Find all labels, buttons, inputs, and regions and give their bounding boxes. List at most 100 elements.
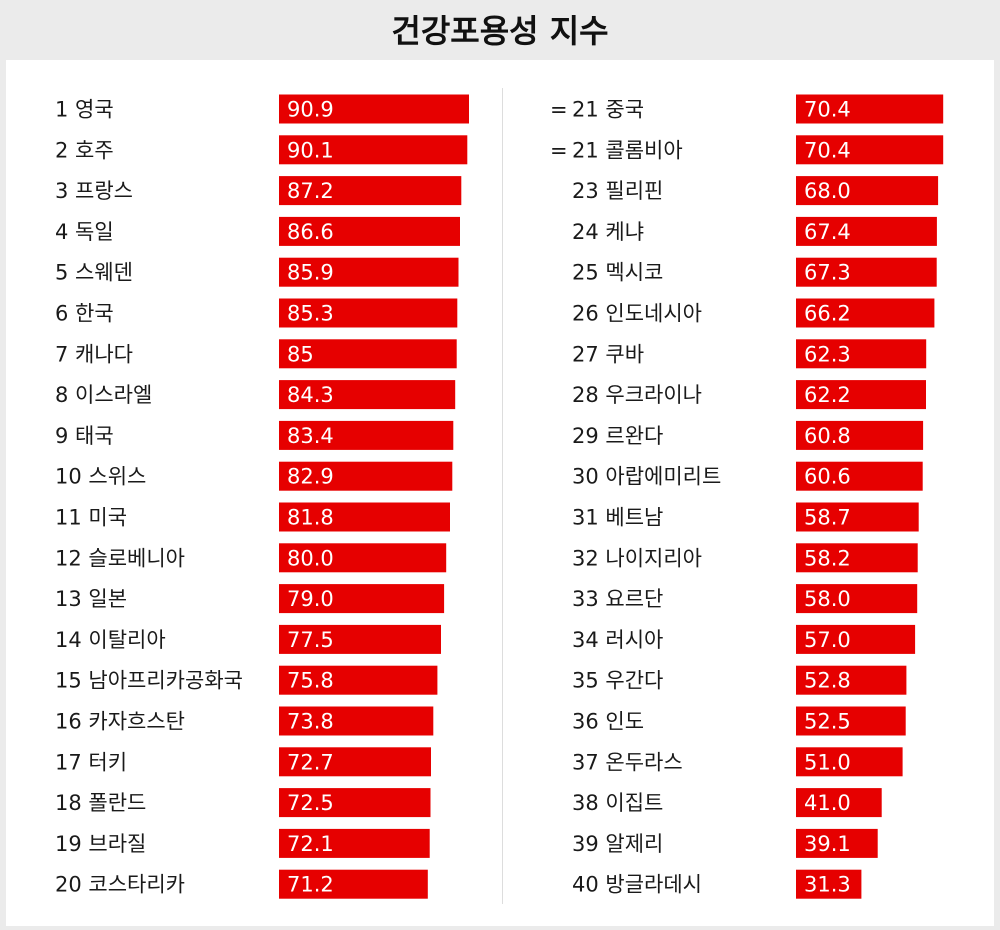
tie-marker: = <box>550 138 568 162</box>
country-label: 34 러시아 <box>572 628 663 652</box>
country-label: 2 호주 <box>55 138 114 162</box>
bar <box>279 665 438 695</box>
country-label: 14 이탈리아 <box>55 628 166 652</box>
bar-value-label: 31.3 <box>804 873 851 897</box>
bar-value-label: 67.3 <box>804 261 851 285</box>
bar <box>279 135 468 165</box>
bar-row: 10 스위스 82.9 <box>55 461 453 491</box>
bar-value-label: 72.1 <box>287 832 334 856</box>
bar-value-label: 80.0 <box>287 546 334 570</box>
country-label: 6 한국 <box>55 302 114 326</box>
country-label: 27 쿠바 <box>572 342 644 366</box>
bar-row: 40 방글라데시 31.3 <box>572 869 862 899</box>
bar-row: 29 르완다 60.8 <box>572 420 924 450</box>
country-label: 15 남아프리카공화국 <box>55 669 243 693</box>
country-label: 3 프랑스 <box>55 179 133 203</box>
country-label: 30 아랍에미리트 <box>572 465 721 489</box>
bar-row: 8 이스라엘 84.3 <box>55 380 456 410</box>
bar-value-label: 51.0 <box>804 750 851 774</box>
bar-value-label: 71.2 <box>287 873 334 897</box>
bar-value-label: 85.9 <box>287 261 334 285</box>
bar-row: = 21 중국 70.4 <box>550 94 944 124</box>
bar-row: 35 우간다 52.8 <box>572 665 907 695</box>
bar-row: = 21 콜롬비아 70.4 <box>550 135 944 165</box>
country-label: 28 우크라이나 <box>572 383 702 407</box>
bar <box>279 298 458 328</box>
bar <box>279 461 453 491</box>
country-label: 24 케냐 <box>572 220 644 244</box>
bar-value-label: 68.0 <box>804 179 851 203</box>
bar <box>796 380 926 410</box>
bar-row: 37 온두라스 51.0 <box>572 747 903 777</box>
bar <box>796 543 918 573</box>
bar-value-label: 57.0 <box>804 628 851 652</box>
bar-row: 33 요르단 58.0 <box>572 584 918 614</box>
country-label: 37 온두라스 <box>572 750 683 774</box>
bar-value-label: 90.9 <box>287 98 334 122</box>
bar <box>796 706 906 736</box>
country-label: 23 필리핀 <box>572 179 663 203</box>
bar <box>796 135 944 165</box>
bar <box>796 94 944 124</box>
country-label: 8 이스라엘 <box>55 383 152 407</box>
bar-value-label: 67.4 <box>804 220 851 244</box>
bar-value-label: 58.7 <box>804 506 851 530</box>
bar-row: 24 케냐 67.4 <box>572 216 937 246</box>
country-label: 21 중국 <box>572 98 644 122</box>
bar <box>279 706 434 736</box>
bar-value-label: 70.4 <box>804 138 851 162</box>
bar-row: 32 나이지리아 58.2 <box>572 543 918 573</box>
bar-value-label: 75.8 <box>287 669 334 693</box>
bar-row: 18 폴란드 72.5 <box>55 788 431 818</box>
country-label: 13 일본 <box>55 587 127 611</box>
country-label: 26 인도네시아 <box>572 302 702 326</box>
bar-value-label: 87.2 <box>287 179 334 203</box>
bar-value-label: 58.0 <box>804 587 851 611</box>
bar <box>279 788 431 818</box>
bar-value-label: 72.5 <box>287 791 334 815</box>
bar-value-label: 60.8 <box>804 424 851 448</box>
bar <box>279 257 459 287</box>
chart-title: 건강포용성 지수 <box>391 12 609 50</box>
bar-value-label: 85 <box>287 342 314 366</box>
country-label: 38 이집트 <box>572 791 663 815</box>
country-label: 29 르완다 <box>572 424 663 448</box>
bar-value-label: 62.3 <box>804 342 851 366</box>
bar-row: 14 이탈리아 77.5 <box>55 624 441 654</box>
bar-value-label: 60.6 <box>804 465 851 489</box>
country-label: 7 캐나다 <box>55 342 133 366</box>
bar <box>796 339 927 369</box>
bar-value-label: 70.4 <box>804 98 851 122</box>
bar-value-label: 84.3 <box>287 383 334 407</box>
bar-value-label: 39.1 <box>804 832 851 856</box>
country-label: 32 나이지리아 <box>572 546 702 570</box>
bar-value-label: 52.5 <box>804 710 851 734</box>
bar <box>796 176 939 206</box>
bar-row: 23 필리핀 68.0 <box>572 176 939 206</box>
bar-row: 6 한국 85.3 <box>55 298 458 328</box>
bar-row: 20 코스타리카 71.2 <box>55 869 428 899</box>
bar-row: 12 슬로베니아 80.0 <box>55 543 447 573</box>
bar-row: 2 호주 90.1 <box>55 135 468 165</box>
bar-value-label: 58.2 <box>804 546 851 570</box>
bar-row: 7 캐나다 85 <box>55 339 457 369</box>
bar-row: 9 태국 83.4 <box>55 420 454 450</box>
bar-row: 16 카자흐스탄 73.8 <box>55 706 434 736</box>
bar-row: 38 이집트 41.0 <box>572 788 882 818</box>
bar-value-label: 73.8 <box>287 710 334 734</box>
country-label: 36 인도 <box>572 710 644 734</box>
country-label: 5 스웨덴 <box>55 261 133 285</box>
bar-value-label: 62.2 <box>804 383 851 407</box>
bar-row: 13 일본 79.0 <box>55 584 445 614</box>
country-label: 20 코스타리카 <box>55 873 185 897</box>
bar-row: 1 영국 90.9 <box>55 94 469 124</box>
bar <box>279 339 457 369</box>
bar-value-label: 90.1 <box>287 138 334 162</box>
bar-value-label: 66.2 <box>804 302 851 326</box>
bar <box>796 869 862 899</box>
bar <box>279 869 428 899</box>
bar <box>279 543 447 573</box>
bar <box>796 257 937 287</box>
country-label: 17 터키 <box>55 750 127 774</box>
bar <box>796 502 919 532</box>
